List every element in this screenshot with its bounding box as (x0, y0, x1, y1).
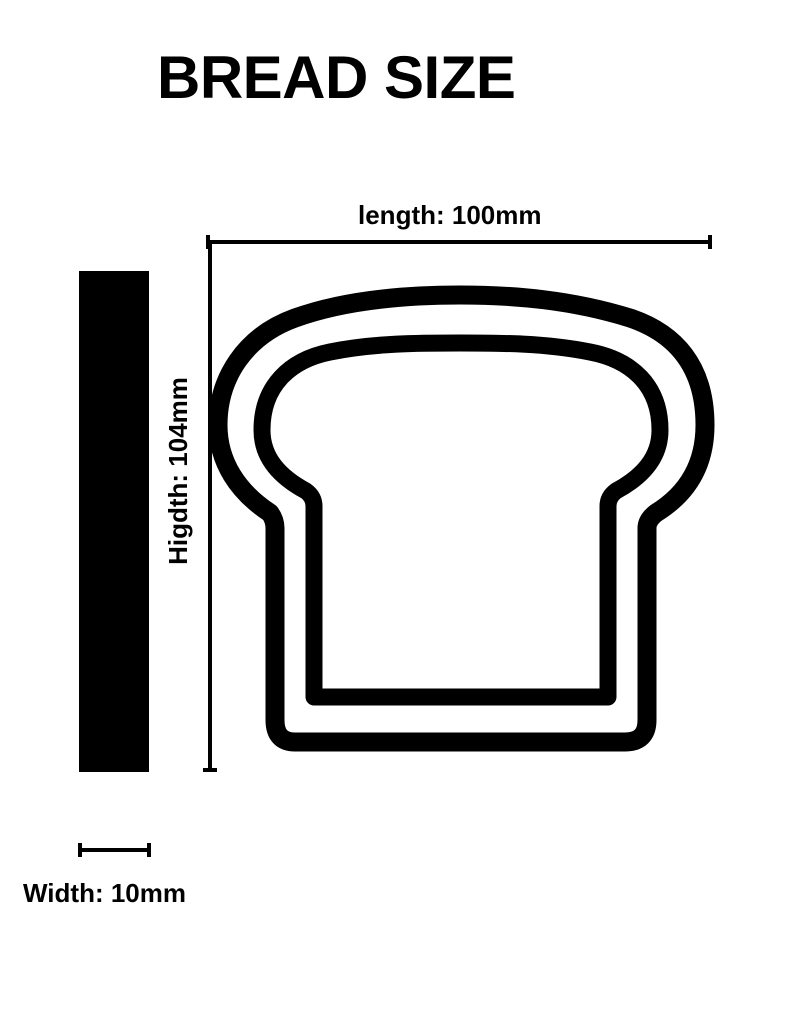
width-label: Width: 10mm (23, 878, 186, 908)
length-dimension-line (206, 235, 712, 249)
width-dimension-line (78, 843, 151, 857)
bread-side-profile (79, 271, 149, 772)
length-label: length: 100mm (358, 200, 542, 230)
height-dimension-line (203, 242, 217, 772)
bread-inner-outline-icon (253, 334, 669, 706)
page-title: BREAD SIZE (157, 44, 516, 111)
bread-outer-outline-icon (208, 285, 715, 752)
